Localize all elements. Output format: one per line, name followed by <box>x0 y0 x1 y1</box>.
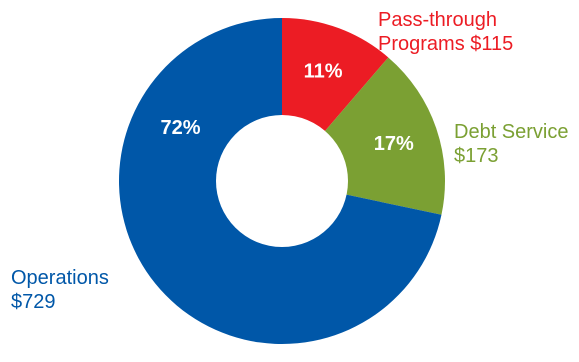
donut-hole <box>216 115 348 247</box>
percent-label-2: 72% <box>161 117 201 139</box>
slice-label-operations: Operations $729 <box>11 267 114 313</box>
slice-label-debt-service: Debt Service $173 <box>454 121 574 167</box>
slice-label-pass-through: Pass-through Programs $115 <box>378 9 513 55</box>
percent-label-0: 11% <box>304 60 343 82</box>
percent-label-1: 17% <box>374 133 414 155</box>
percent-labels-group: 11% 17% 72% <box>161 60 415 155</box>
